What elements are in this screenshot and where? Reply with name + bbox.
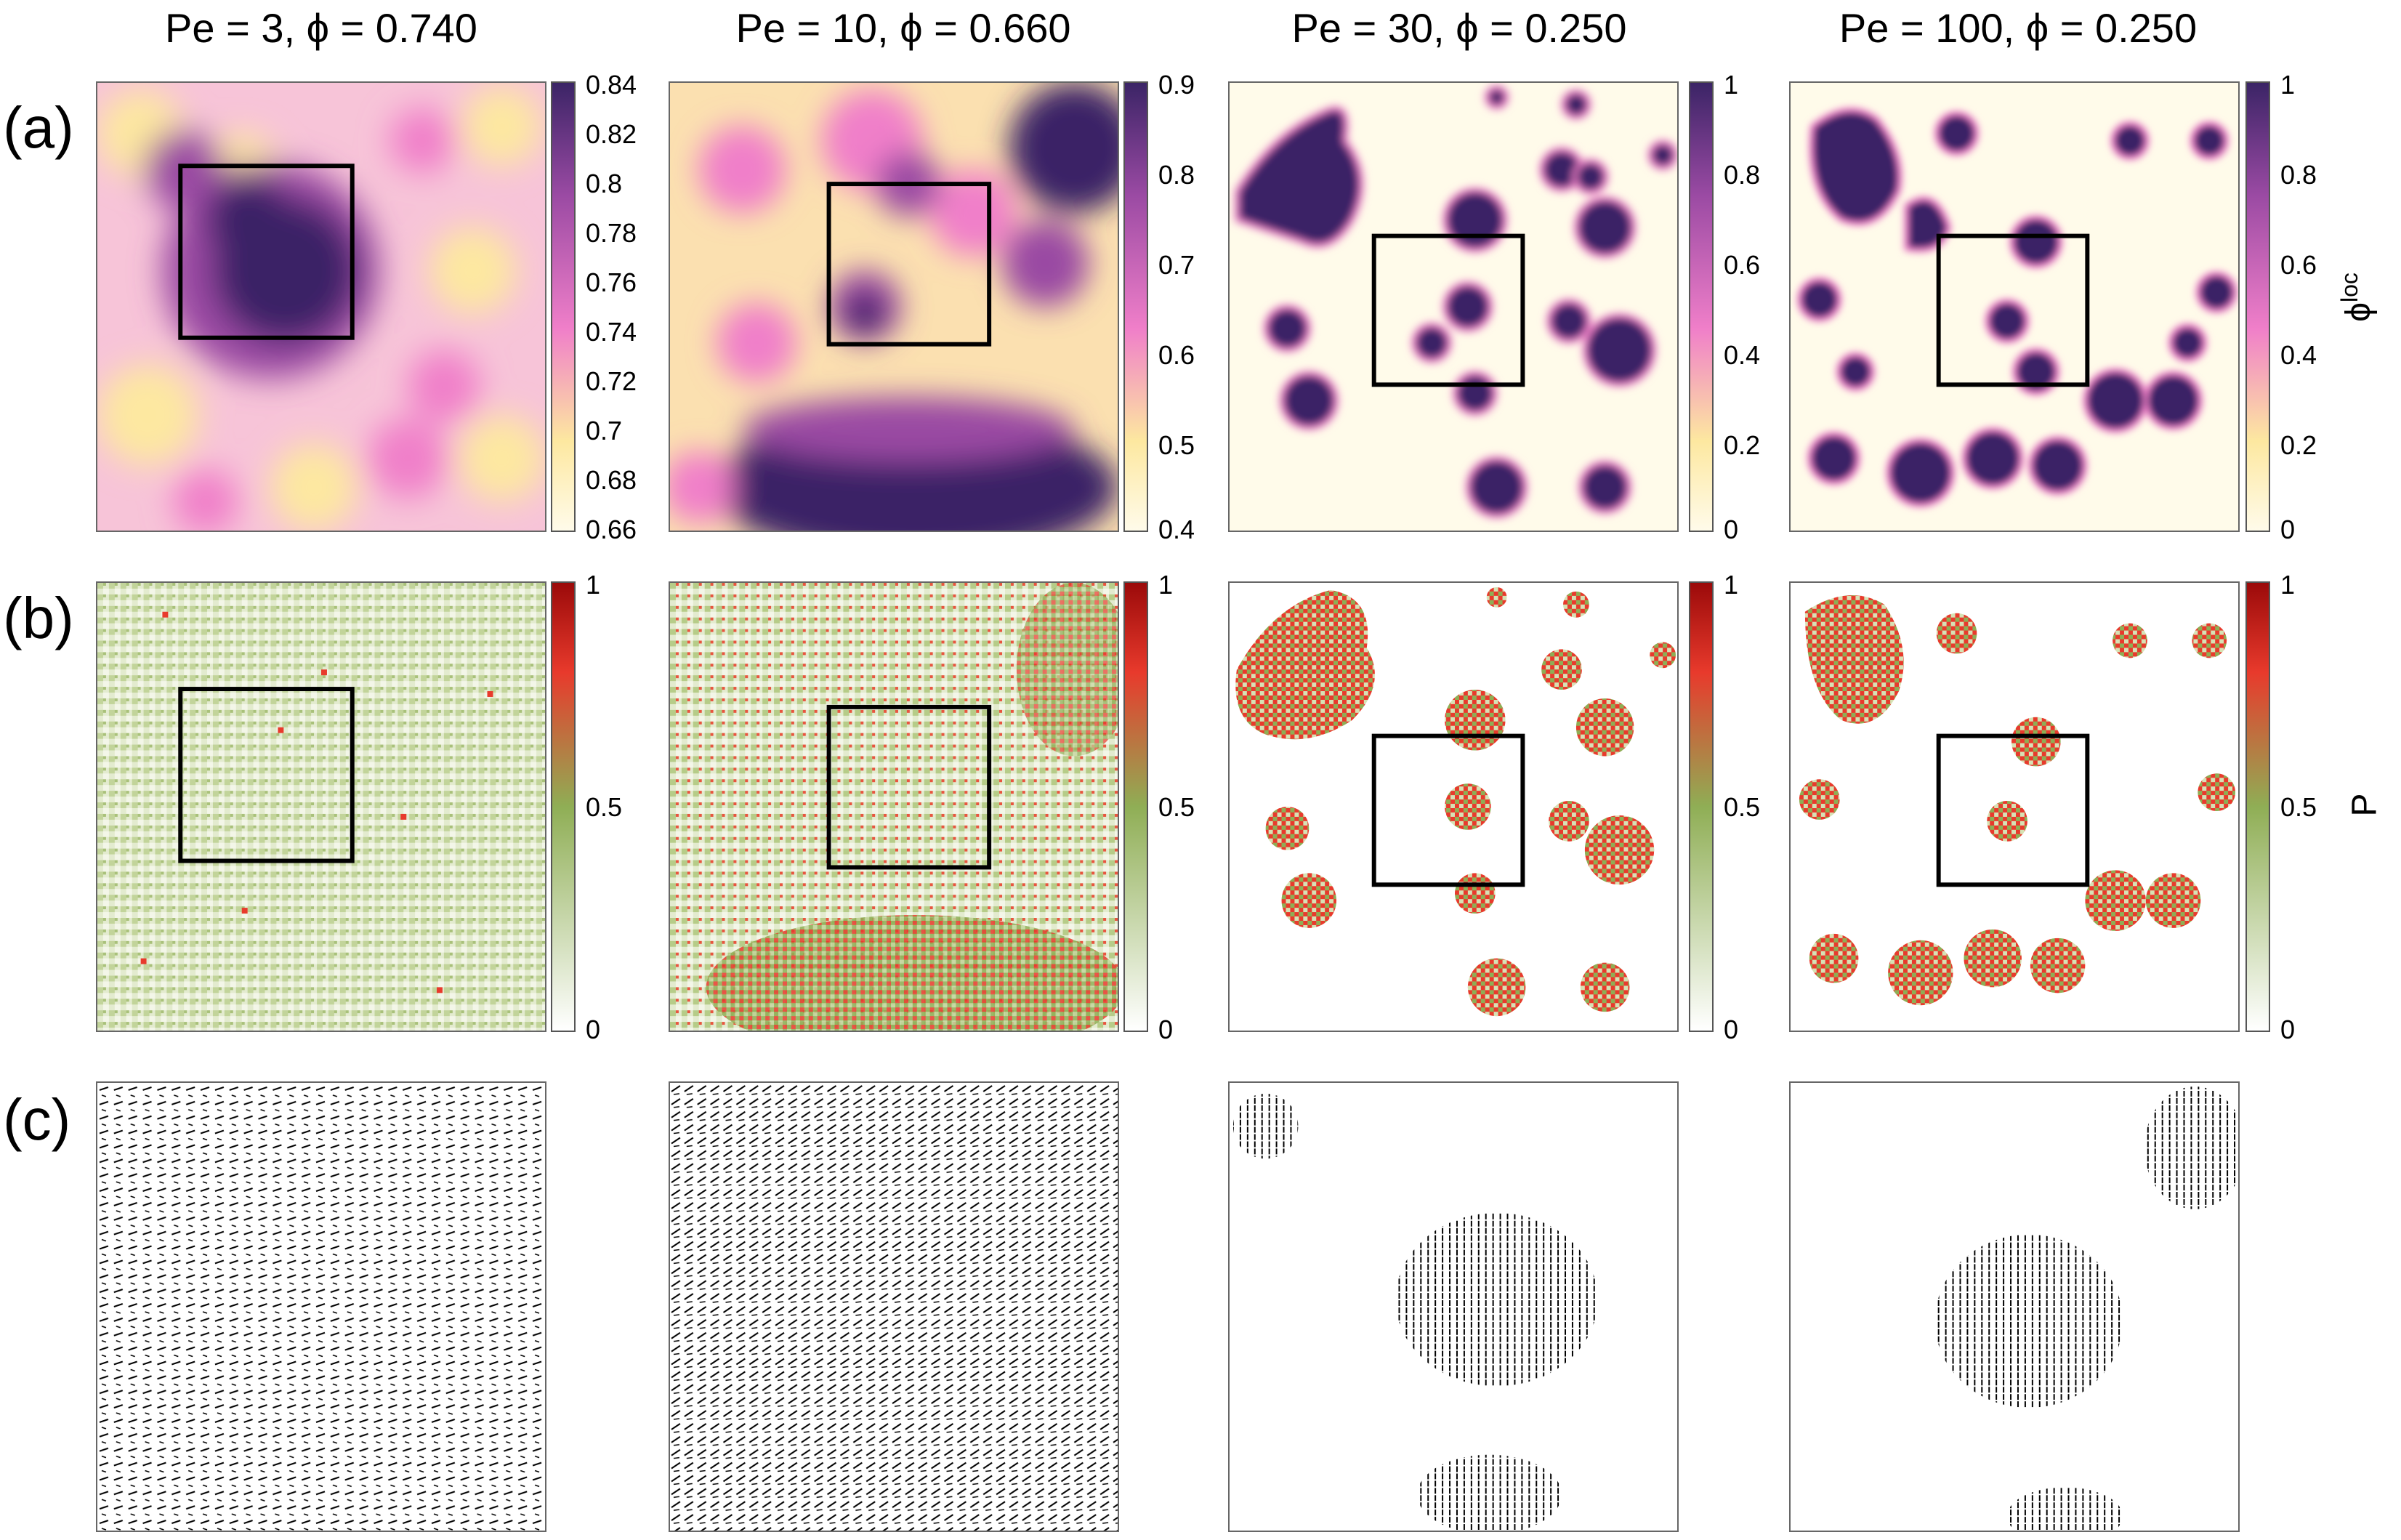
- polarization-map-pe30: [1228, 581, 1679, 1032]
- cbar-a3-tick: 0.6: [1724, 250, 1761, 280]
- colorbar-b-1: [551, 581, 576, 1032]
- density-map-pe100: [1789, 81, 2240, 532]
- row-label-a: (a): [3, 95, 74, 160]
- vector-field-pe100: [1789, 1081, 2240, 1532]
- phi-superscript: loc: [2336, 273, 2362, 303]
- cbar-b1-tick: 0: [586, 1015, 601, 1044]
- cbar-b4-tick: 0: [2280, 1015, 2296, 1044]
- colorbar-a-4: [2245, 81, 2270, 532]
- cbar-a4-tick: 0.4: [2280, 340, 2317, 370]
- cbar-b4-tick: 0.5: [2280, 792, 2317, 822]
- column-title-2: Pe = 10, ϕ = 0.660: [735, 5, 1071, 51]
- cbar-a3-tick: 0.4: [1724, 340, 1761, 370]
- cbar-a1-tick: 0.7: [586, 416, 623, 446]
- cbar-a2-tick: 0.4: [1158, 515, 1195, 544]
- cbar-a3-tick: 0.2: [1724, 430, 1761, 460]
- cbar-b3-tick: 1: [1724, 570, 1739, 600]
- cbar-a4-tick: 0.6: [2280, 250, 2317, 280]
- cbar-a3-tick: 1: [1724, 70, 1739, 100]
- cbar-a2-tick: 0.5: [1158, 430, 1195, 460]
- colorbar-a-2: [1123, 81, 1148, 532]
- cbar-a4-tick: 1: [2280, 70, 2296, 100]
- vector-field-pe10: [669, 1081, 1119, 1532]
- cbar-a2-tick: 0.9: [1158, 70, 1195, 100]
- cbar-b3-tick: 0.5: [1724, 792, 1761, 822]
- polarization-map-pe100: [1789, 581, 2240, 1032]
- cbar-b2-tick: 0.5: [1158, 792, 1195, 822]
- polarization-map-pe10: [669, 581, 1119, 1032]
- row-label-c: (c): [3, 1087, 71, 1152]
- zoom-box: [1371, 233, 1525, 387]
- cbar-b2-tick: 0: [1158, 1015, 1174, 1044]
- zoom-box: [1936, 733, 2090, 887]
- colorbar-b-2: [1123, 581, 1148, 1032]
- cbar-a4-tick: 0.8: [2280, 160, 2317, 190]
- cbar-a3-tick: 0: [1724, 515, 1739, 544]
- column-title-4: Pe = 100, ϕ = 0.250: [1839, 5, 2198, 51]
- cbar-a1-tick: 0.66: [586, 515, 637, 544]
- zoom-box: [178, 687, 355, 863]
- density-map-pe3: [96, 81, 546, 532]
- cbar-a2-tick: 0.6: [1158, 340, 1195, 370]
- cbar-b3-tick: 0: [1724, 1015, 1739, 1044]
- cbar-a4-tick: 0: [2280, 515, 2296, 544]
- row-label-b: (b): [3, 586, 74, 650]
- cbar-b2-tick: 1: [1158, 570, 1174, 600]
- cbar-a1-tick: 0.84: [586, 70, 637, 100]
- cbar-a1-tick: 0.76: [586, 267, 637, 297]
- cbar-a2-tick: 0.7: [1158, 250, 1195, 280]
- cbar-a1-tick: 0.78: [586, 218, 637, 248]
- colorbar-a-1: [551, 81, 576, 532]
- colorbar-a-3: [1689, 81, 1714, 532]
- zoom-box: [826, 182, 992, 347]
- phi-symbol: ϕ: [2339, 302, 2378, 322]
- cbar-b4-tick: 1: [2280, 570, 2296, 600]
- zoom-box: [826, 704, 992, 870]
- colorbar-b-3: [1689, 581, 1714, 1032]
- colorbar-b-4: [2245, 581, 2270, 1032]
- cbar-b1-tick: 0.5: [586, 792, 623, 822]
- column-title-1: Pe = 3, ϕ = 0.740: [165, 5, 477, 51]
- cbar-a1-tick: 0.72: [586, 366, 637, 396]
- cbar-a4-tick: 0.2: [2280, 430, 2317, 460]
- vector-field-pe3: [96, 1081, 546, 1532]
- cbar-a1-tick: 0.8: [586, 169, 623, 198]
- colorbar-label-p: P: [2345, 793, 2384, 817]
- zoom-box: [178, 164, 355, 340]
- polarization-map-pe3: [96, 581, 546, 1032]
- column-title-3: Pe = 30, ϕ = 0.250: [1291, 5, 1627, 51]
- cbar-a2-tick: 0.8: [1158, 160, 1195, 190]
- zoom-box: [1936, 233, 2090, 387]
- cbar-a1-tick: 0.82: [586, 119, 637, 149]
- cbar-a3-tick: 0.8: [1724, 160, 1761, 190]
- cbar-a1-tick: 0.74: [586, 317, 637, 347]
- cbar-b1-tick: 1: [586, 570, 601, 600]
- vector-field-pe30: [1228, 1081, 1679, 1532]
- density-map-pe10: [669, 81, 1119, 532]
- zoom-box: [1371, 733, 1525, 887]
- density-map-pe30: [1228, 81, 1679, 532]
- cbar-a1-tick: 0.68: [586, 465, 637, 495]
- colorbar-label-phi-loc: ϕloc: [2336, 273, 2378, 322]
